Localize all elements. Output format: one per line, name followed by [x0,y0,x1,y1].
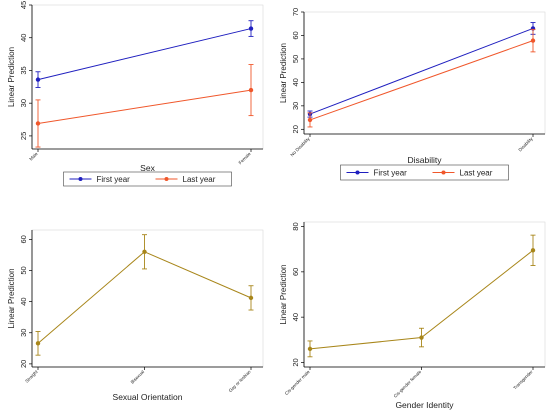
data-point [248,87,254,93]
y-tick-label: 20 [291,358,300,366]
data-point [530,38,536,43]
x-tick-label: Male [28,151,39,162]
y-tick-label: 60 [19,235,28,243]
y-tick-label: 70 [291,8,300,16]
legend: First year Last year [63,171,232,187]
x-axis-label: Sexual Orientation [113,392,183,402]
data-point [35,121,41,126]
legend: First year Last year [340,164,509,181]
legend-entry: First year [97,175,131,184]
plot-frame [303,11,546,135]
legend-entry: Last year [460,169,493,178]
legend-entry: First year [374,169,408,178]
data-point [142,249,147,254]
legend-box [340,164,509,181]
x-tick-label: Straight [24,369,39,384]
plot-frame [31,229,264,368]
x-tick-label: Bisexual [130,369,146,385]
y-tick-label: 20 [291,125,300,133]
y-axis-label: Linear Prediction [279,43,288,103]
series-2 [307,28,536,128]
series-line [37,28,252,81]
series-line [309,40,534,121]
y-tick-label: 30 [19,329,28,337]
legend-marker [441,170,446,175]
y-tick-label: 40 [19,34,28,42]
x-tick-label: Disability [517,136,534,153]
y-tick-label: 35 [19,66,28,74]
data-point [307,117,313,123]
chart-gender-identity: 20 40 60 80 Linear Prediction Cis-gender male… [279,221,546,410]
chart-disability: 20 30 40 50 60 70 Linear Prediction No Disabili… [279,8,546,181]
y-tick-label: 40 [19,297,28,305]
x-tick-label: Cis-gender female [393,369,423,399]
y-tick-label: 60 [291,268,300,276]
legend-entry: Last year [183,175,216,184]
legend-marker [164,177,169,181]
y-tick-label: 25 [19,132,28,140]
y-tick-label: 50 [291,55,300,63]
series-1 [307,22,536,118]
data-point [530,248,536,253]
data-point [307,346,313,352]
legend-marker [78,177,83,181]
series-2 [35,64,254,148]
legend-marker [355,170,360,175]
series-1 [35,20,254,88]
y-axis-label: Linear Prediction [7,47,16,107]
series-1 [35,234,254,356]
plot-frame [303,221,546,368]
y-tick-label: 40 [291,313,300,321]
y-tick-label: 20 [19,360,28,368]
data-point [35,341,41,346]
y-tick-label: 40 [291,78,300,86]
y-axis-label: Linear Prediction [7,268,16,328]
data-point [419,335,424,340]
series-line [37,89,252,124]
y-tick-label: 50 [19,266,28,274]
y-tick-label: 30 [19,99,28,107]
x-axis-label: Gender Identity [395,400,454,410]
chart-sexual-orientation: 20 30 40 50 60 Linear Prediction Straight Bisex… [7,229,264,402]
x-tick-label: Cis-gender male [284,369,311,396]
chart-sex: 25 30 35 40 45 Linear Prediction Male Female Sex… [7,1,264,187]
x-tick-label: Transgender [512,369,534,391]
x-axis-label: Sex [140,163,155,173]
x-tick-label: No Disability [289,136,311,158]
y-tick-label: 30 [291,102,300,110]
legend-box [63,171,232,187]
series-1 [307,234,536,358]
x-tick-label: Gay or lesbian [228,369,252,393]
data-point [248,295,254,301]
data-point [35,77,41,82]
y-axis-label: Linear Prediction [279,264,288,324]
y-tick-label: 60 [291,31,300,39]
x-axis-label: Disability [407,155,442,165]
plot-frame [31,4,264,150]
data-point [248,26,254,31]
y-tick-label: 80 [291,222,300,230]
x-tick-label: Female [238,151,252,165]
series-line [309,27,534,115]
y-tick-label: 45 [19,1,28,9]
